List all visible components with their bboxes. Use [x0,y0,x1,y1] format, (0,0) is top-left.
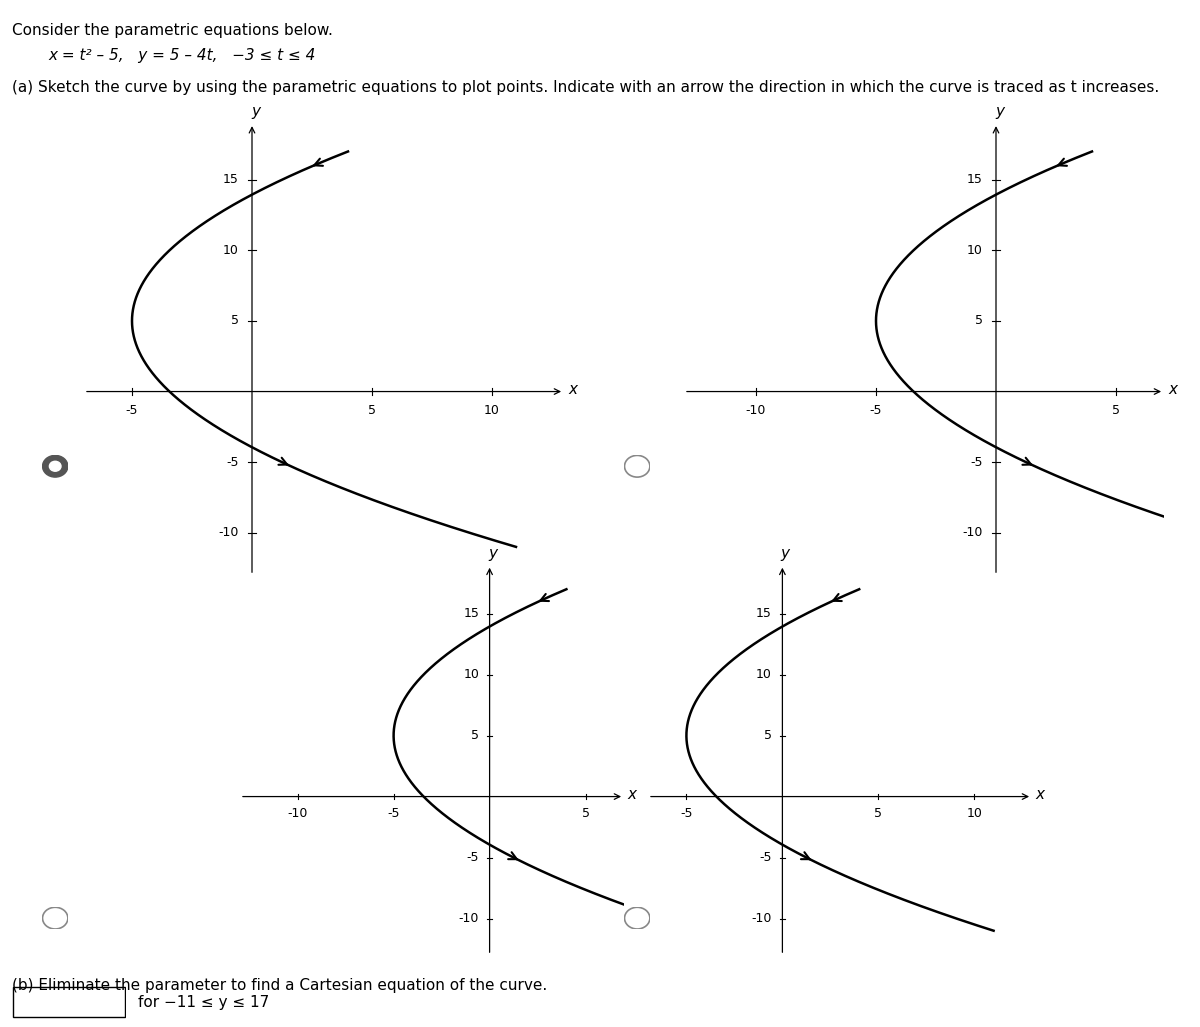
Text: 5: 5 [875,807,882,821]
Circle shape [49,461,61,471]
Text: -5: -5 [227,456,239,468]
FancyBboxPatch shape [13,987,125,1018]
Text: x: x [1169,382,1178,397]
Text: 10: 10 [967,243,983,257]
Text: x: x [628,788,637,802]
Text: x: x [1036,788,1045,802]
Text: y: y [251,104,260,119]
Text: 15: 15 [756,607,772,620]
Text: Consider the parametric equations below.: Consider the parametric equations below. [12,23,332,38]
Text: 5: 5 [764,729,772,743]
Text: -5: -5 [680,807,692,821]
Text: -10: -10 [746,404,766,417]
Text: 5: 5 [368,404,376,417]
Text: x: x [569,382,578,397]
Text: 15: 15 [223,174,239,186]
Text: 10: 10 [223,243,239,257]
Text: 10: 10 [756,669,772,681]
Text: -5: -5 [467,851,479,864]
Text: 5: 5 [472,729,479,743]
Text: 5: 5 [582,807,589,821]
Text: -10: -10 [458,912,479,925]
Text: -5: -5 [760,851,772,864]
Text: -10: -10 [962,526,983,539]
Text: 10: 10 [463,669,479,681]
Text: -5: -5 [126,404,138,417]
Text: 10: 10 [966,807,983,821]
Text: 10: 10 [484,404,500,417]
Text: 5: 5 [976,314,983,328]
Text: -5: -5 [388,807,400,821]
Text: 15: 15 [967,174,983,186]
Text: for −11 ≤ y ≤ 17: for −11 ≤ y ≤ 17 [138,995,269,1010]
Text: -5: -5 [870,404,882,417]
Circle shape [42,455,68,478]
Text: 5: 5 [1112,404,1120,417]
Text: (a) Sketch the curve by using the parametric equations to plot points. Indicate : (a) Sketch the curve by using the parame… [12,80,1159,96]
Text: y: y [781,546,790,561]
Text: y: y [488,546,497,561]
Text: (b) Eliminate the parameter to find a Cartesian equation of the curve.: (b) Eliminate the parameter to find a Ca… [12,978,547,993]
Text: -5: -5 [971,456,983,468]
Text: -10: -10 [218,526,239,539]
Text: 15: 15 [463,607,479,620]
Text: 5: 5 [232,314,239,328]
Text: -10: -10 [751,912,772,925]
Text: x = t² – 5,   y = 5 – 4t,   −3 ≤ t ≤ 4: x = t² – 5, y = 5 – 4t, −3 ≤ t ≤ 4 [48,48,316,64]
Text: -10: -10 [288,807,307,821]
Text: y: y [995,104,1004,119]
